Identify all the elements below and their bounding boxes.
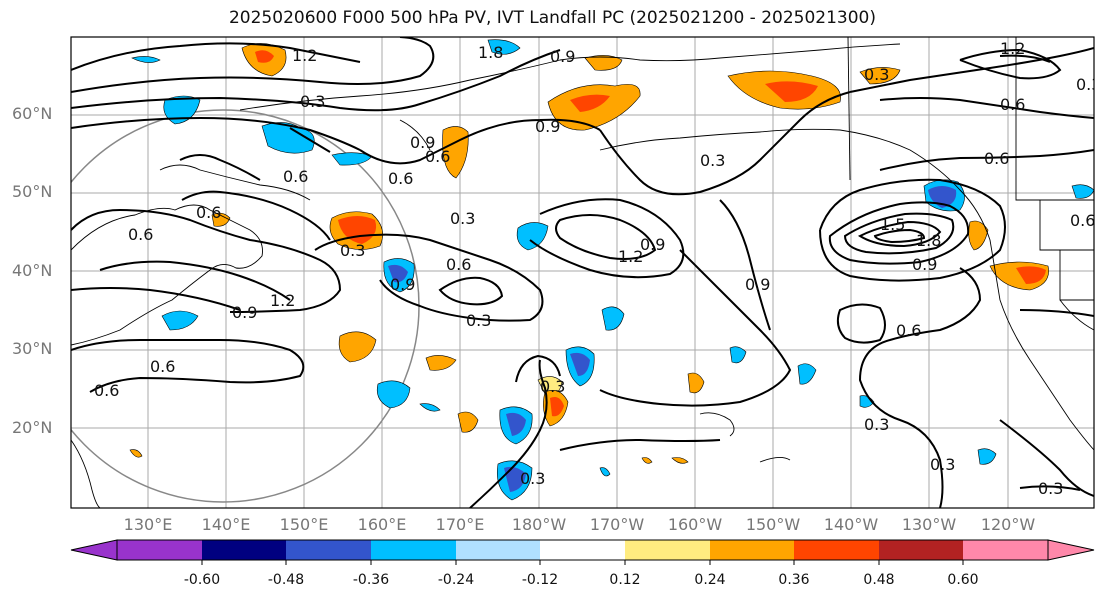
contour-label: 0.9 xyxy=(745,275,770,294)
contour-label: 0.9 xyxy=(912,255,937,274)
colorbar-tick-label: 0.24 xyxy=(694,572,726,588)
contour-label: 0.9 xyxy=(390,275,415,294)
colorbar-segment xyxy=(456,540,540,560)
colorbar-segment xyxy=(710,540,794,560)
lat-label-30n: 30°N xyxy=(12,339,53,358)
colorbar-tick-label: -0.60 xyxy=(183,572,221,588)
contour-label: 0.9 xyxy=(232,303,257,322)
lat-label-60n: 60°N xyxy=(12,104,53,123)
colorbar-segment xyxy=(371,540,456,560)
lat-label-40n: 40°N xyxy=(12,261,53,280)
contour-label: 0.3 xyxy=(540,377,565,396)
contour-label: 0.3 xyxy=(864,415,889,434)
lon-label-160w: 160°W xyxy=(667,515,723,534)
contour-label: 1.2 xyxy=(292,46,317,65)
contour-label: 0.3 xyxy=(864,65,889,84)
pv-contours xyxy=(71,37,1094,508)
contour-label: 0.6 xyxy=(984,149,1009,168)
contour-label: 0.3 xyxy=(700,151,725,170)
lon-label-140w: 140°W xyxy=(823,515,879,534)
colorbar xyxy=(70,539,1095,565)
contour-label: 0.6 xyxy=(1070,211,1095,230)
colorbar-extend-high xyxy=(1047,539,1095,561)
contour-label: 0.9 xyxy=(410,133,435,152)
contour-label: 0.6 xyxy=(128,225,153,244)
colorbar-tick-label: -0.24 xyxy=(437,572,475,588)
colorbar-tick-label: 0.60 xyxy=(947,572,979,588)
contour-label: 0.3 xyxy=(450,209,475,228)
colorbar-segment xyxy=(963,540,1048,560)
colorbar-segment xyxy=(540,540,625,560)
contour-label: 0.6 xyxy=(388,169,413,188)
colorbar-tick-label: -0.48 xyxy=(267,572,305,588)
lat-label-50n: 50°N xyxy=(12,182,53,201)
lon-label-180w: 180°W xyxy=(511,515,567,534)
colorbar-extend-low xyxy=(70,539,118,561)
contour-label: 0.6 xyxy=(196,203,221,222)
map-frame xyxy=(70,36,1095,509)
contour-label: 0.3 xyxy=(466,311,491,330)
lon-label-130e: 130°E xyxy=(123,515,173,534)
colorbar-segment xyxy=(879,540,963,560)
coastlines xyxy=(71,37,1094,508)
colorbar-tick-label: 0.48 xyxy=(863,572,895,588)
lon-label-170e: 170°E xyxy=(435,515,485,534)
contour-label: 0.6 xyxy=(446,255,471,274)
contour-label: 0.3 xyxy=(340,241,365,260)
lon-label-150w: 150°W xyxy=(745,515,801,534)
contour-label: 0.6 xyxy=(1000,95,1025,114)
lon-label-140e: 140°E xyxy=(201,515,251,534)
contour-label: 1.2 xyxy=(270,291,295,310)
colorbar-tick-label: 0.12 xyxy=(609,572,641,588)
contour-label: 0.6 xyxy=(150,357,175,376)
contour-label: 0.9 xyxy=(640,235,665,254)
contour-label: 0.3 xyxy=(1076,75,1101,94)
contour-label: 1.2 xyxy=(618,247,643,266)
contour-label: 1.5 xyxy=(880,215,905,234)
colorbar-segment xyxy=(794,540,879,560)
colorbar-tick-label: -0.36 xyxy=(352,572,390,588)
contour-label: 0.6 xyxy=(896,321,921,340)
colorbar-segment xyxy=(286,540,371,560)
colorbar-tick-label: -0.12 xyxy=(521,572,559,588)
colorbar-segment xyxy=(625,540,710,560)
contour-label: 0.6 xyxy=(425,147,450,166)
colorbar-segment xyxy=(117,540,202,560)
colorbar-segment xyxy=(202,540,286,560)
contour-label: 0.6 xyxy=(283,167,308,186)
lon-label-170w: 170°W xyxy=(589,515,645,534)
contour-label: 0.9 xyxy=(550,47,575,66)
map-title: 2025020600 F000 500 hPa PV, IVT Landfall… xyxy=(228,8,876,28)
contour-label: 1.8 xyxy=(478,43,503,62)
contour-label: 0.3 xyxy=(520,469,545,488)
lon-label-150e: 150°E xyxy=(279,515,329,534)
contour-label: 1.8 xyxy=(916,231,941,250)
contour-label: 0.6 xyxy=(94,381,119,400)
lat-label-20n: 20°N xyxy=(12,418,53,437)
colorbar-tick-label: 0.36 xyxy=(778,572,810,588)
lon-label-160e: 160°E xyxy=(357,515,407,534)
lon-label-120w: 120°W xyxy=(980,515,1036,534)
lon-label-130w: 130°W xyxy=(901,515,957,534)
contour-label: 1.2 xyxy=(1000,39,1025,58)
contour-label: 0.3 xyxy=(930,455,955,474)
contour-label: 0.3 xyxy=(300,92,325,111)
contour-label: 0.3 xyxy=(1038,479,1063,498)
contour-label: 0.9 xyxy=(535,117,560,136)
contour-labels: 1.2 1.8 0.9 0.3 0.6 0.9 0.6 0.6 0.3 0.6 … xyxy=(94,39,1101,498)
